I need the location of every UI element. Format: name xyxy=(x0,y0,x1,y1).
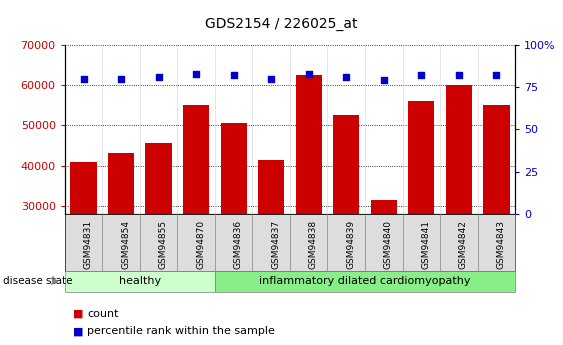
Bar xyxy=(370,200,397,327)
Text: GSM94855: GSM94855 xyxy=(159,220,168,269)
Text: count: count xyxy=(87,309,119,319)
Text: GSM94854: GSM94854 xyxy=(121,220,130,269)
Point xyxy=(229,72,238,78)
Bar xyxy=(483,105,510,327)
Text: GSM94841: GSM94841 xyxy=(421,220,430,269)
Point xyxy=(417,72,426,78)
Bar xyxy=(221,124,247,327)
Bar xyxy=(296,75,322,327)
Bar xyxy=(183,105,209,327)
Text: GSM94870: GSM94870 xyxy=(196,220,205,269)
Text: GSM94842: GSM94842 xyxy=(459,220,468,269)
Text: GSM94831: GSM94831 xyxy=(83,220,92,269)
Text: GSM94843: GSM94843 xyxy=(497,220,506,269)
Text: ■: ■ xyxy=(73,309,84,319)
Bar xyxy=(408,101,435,327)
Point xyxy=(454,72,463,78)
Text: inflammatory dilated cardiomyopathy: inflammatory dilated cardiomyopathy xyxy=(260,276,471,286)
Point xyxy=(304,71,313,76)
Point xyxy=(117,76,126,81)
Point xyxy=(79,76,88,81)
Bar xyxy=(333,115,359,327)
Text: GSM94840: GSM94840 xyxy=(384,220,393,269)
Text: ■: ■ xyxy=(73,326,84,336)
Text: GSM94836: GSM94836 xyxy=(234,220,243,269)
Bar xyxy=(70,162,97,327)
Text: percentile rank within the sample: percentile rank within the sample xyxy=(87,326,275,336)
Text: GDS2154 / 226025_at: GDS2154 / 226025_at xyxy=(205,17,358,31)
Point xyxy=(379,78,388,83)
Text: healthy: healthy xyxy=(119,276,161,286)
Bar xyxy=(108,153,134,327)
Text: disease state: disease state xyxy=(3,276,72,286)
Text: GSM94837: GSM94837 xyxy=(271,220,280,269)
Point xyxy=(154,74,163,80)
Point xyxy=(342,74,351,80)
Text: GSM94838: GSM94838 xyxy=(309,220,318,269)
Point xyxy=(267,76,276,81)
Bar xyxy=(145,144,172,327)
Point xyxy=(492,72,501,78)
Bar xyxy=(446,85,472,327)
Point xyxy=(191,71,200,76)
Bar xyxy=(258,159,284,327)
Text: GSM94839: GSM94839 xyxy=(346,220,355,269)
